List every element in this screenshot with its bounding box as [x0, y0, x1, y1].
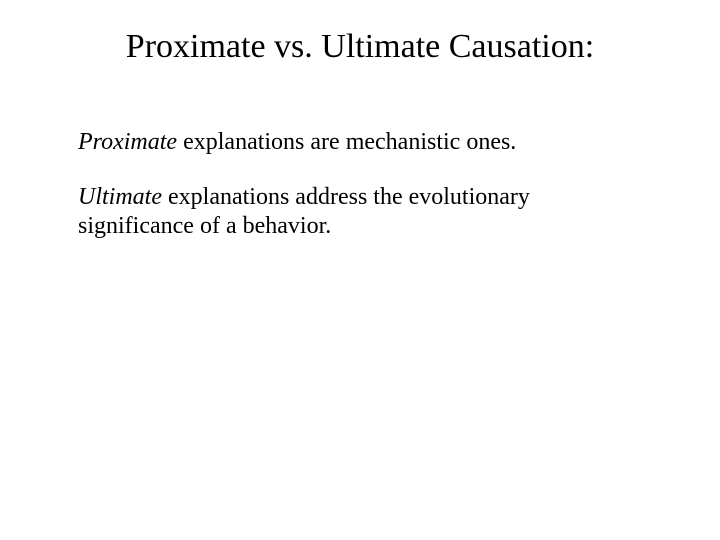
term-ultimate: Ultimate: [78, 184, 162, 210]
paragraph-proximate: Proximate explanations are mechanistic o…: [78, 128, 638, 157]
slide: Proximate vs. Ultimate Causation: Proxim…: [0, 0, 720, 540]
text-proximate: explanations are mechanistic ones.: [177, 129, 516, 155]
paragraph-ultimate: Ultimate explanations address the evolut…: [78, 183, 638, 241]
slide-body: Proximate explanations are mechanistic o…: [78, 128, 638, 266]
term-proximate: Proximate: [78, 129, 177, 155]
slide-title: Proximate vs. Ultimate Causation:: [0, 28, 720, 66]
